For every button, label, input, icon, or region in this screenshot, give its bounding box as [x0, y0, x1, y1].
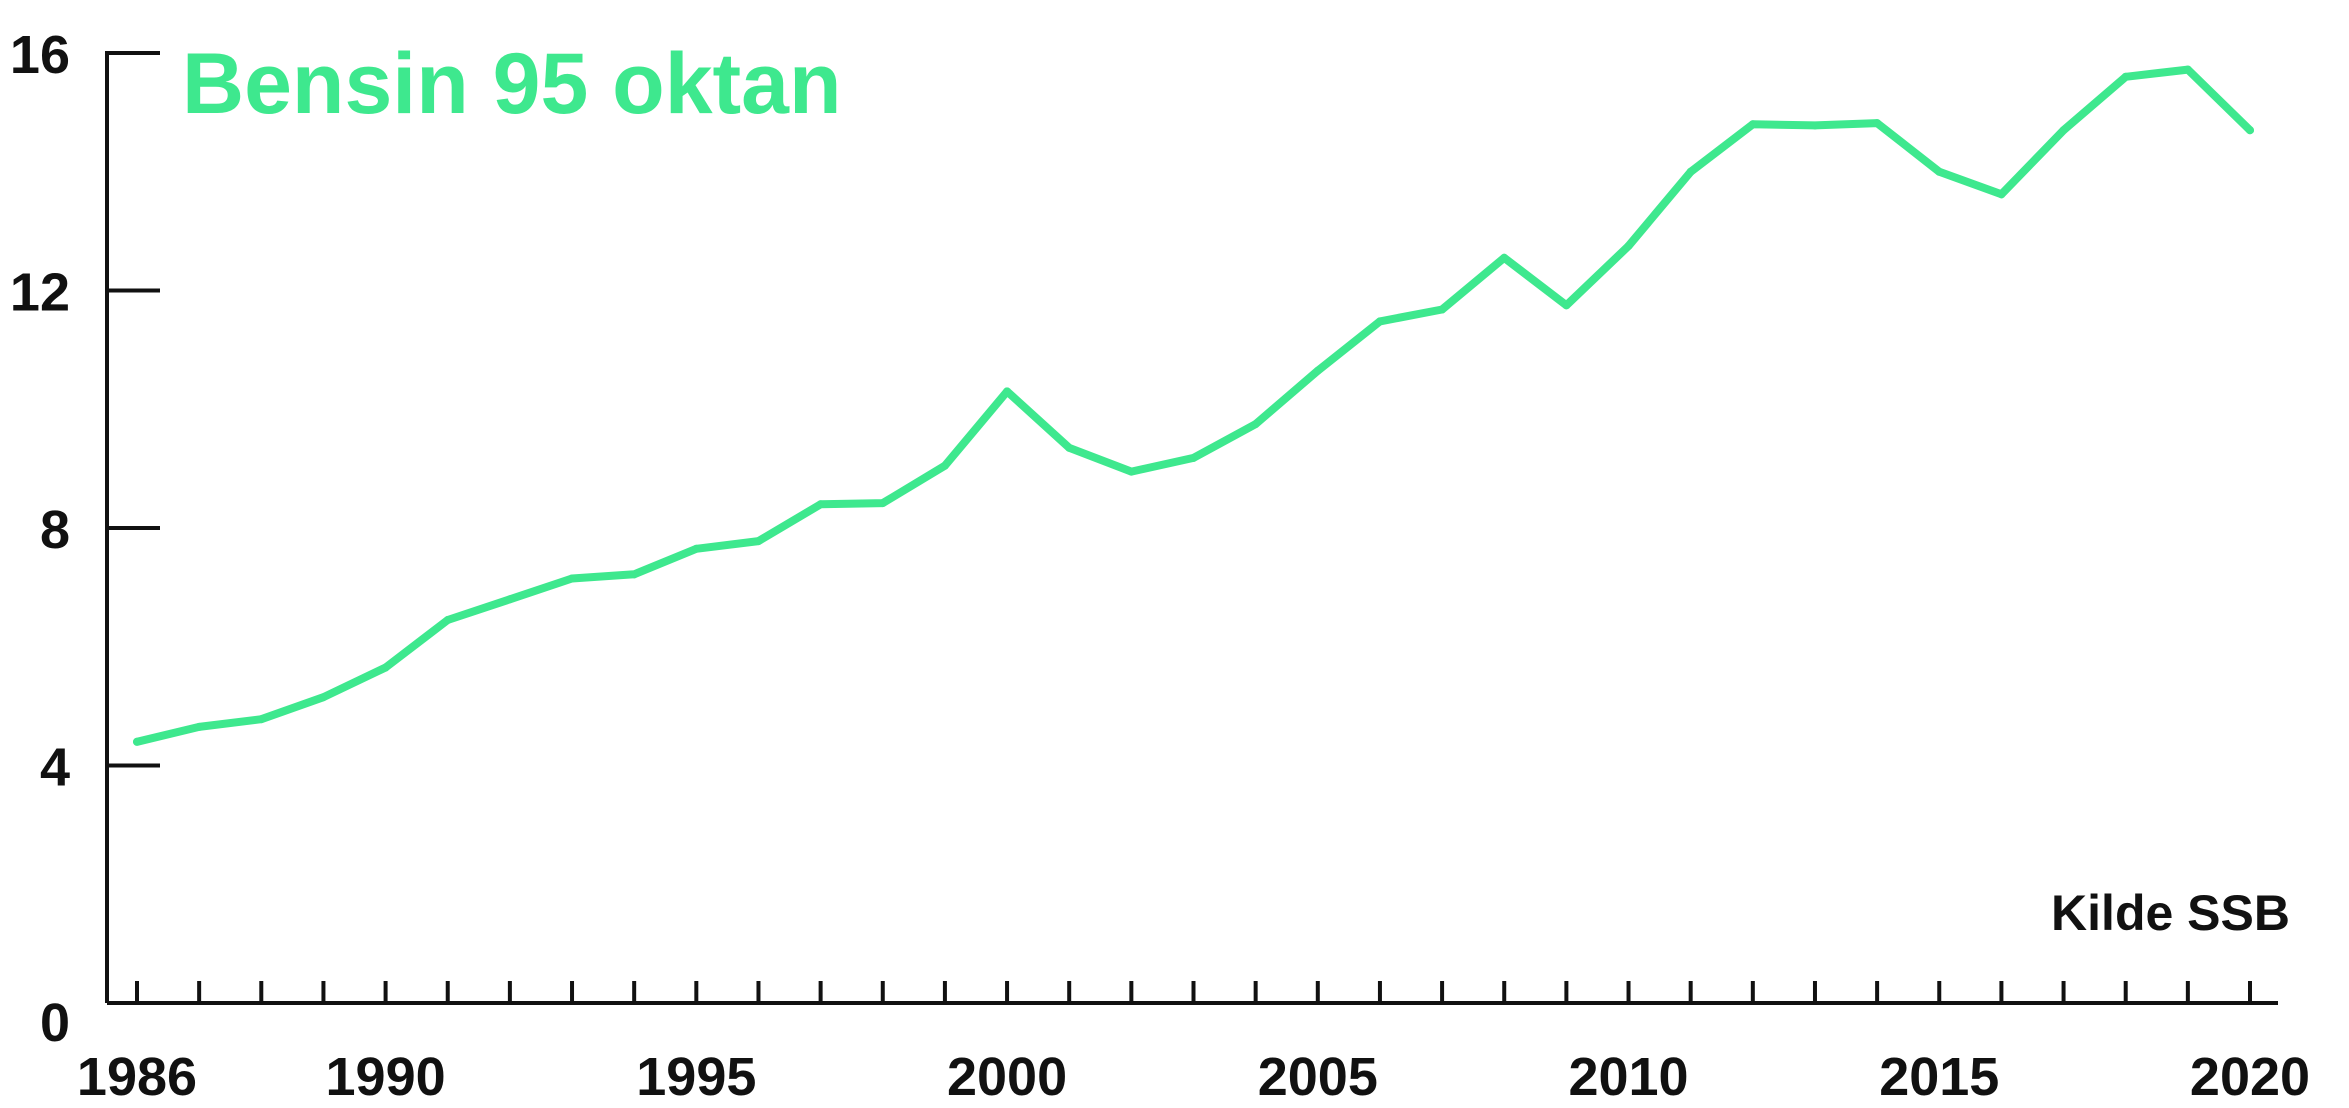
data-point — [257, 715, 266, 724]
data-point — [630, 570, 639, 579]
data-point — [1127, 467, 1136, 476]
data-point — [1810, 121, 1819, 130]
data-point — [2246, 126, 2254, 135]
data-point — [1748, 120, 1757, 129]
x-tick-label: 2020 — [2190, 1047, 2310, 1107]
x-tick-label: 2010 — [1568, 1047, 1688, 1107]
data-point — [940, 461, 949, 470]
data-point — [754, 537, 763, 546]
data-point — [1500, 253, 1509, 262]
y-tick-label: 12 — [10, 263, 70, 323]
series-layer — [133, 65, 2254, 746]
y-axis: 0 4 8 12 16 — [10, 25, 160, 1053]
chart-title: Bensin 95 oktan — [182, 36, 842, 132]
data-point — [1065, 443, 1074, 452]
data-point — [443, 616, 452, 625]
data-point — [2059, 126, 2068, 135]
data-point — [1997, 190, 2006, 199]
x-tick-label: 2000 — [947, 1047, 1067, 1107]
data-point — [1003, 387, 1012, 396]
y-tick-label: 8 — [40, 500, 70, 560]
y-tick-label: 4 — [40, 738, 70, 798]
data-point — [1562, 301, 1571, 310]
x-tick-label: 1995 — [636, 1047, 756, 1107]
x-tick-label: 2015 — [1879, 1047, 1999, 1107]
data-point — [878, 499, 887, 508]
y-tick-label: 0 — [40, 993, 70, 1053]
y-tick-label: 16 — [10, 25, 70, 85]
data-point — [692, 544, 701, 553]
x-axis: 1986 1990 1995 2000 2005 2010 2015 2020 — [77, 981, 2310, 1107]
data-point — [1375, 317, 1384, 326]
data-point — [568, 574, 577, 583]
data-point — [1313, 366, 1322, 375]
data-point — [1686, 167, 1695, 176]
data-point — [1873, 119, 1882, 128]
data-point — [2183, 65, 2192, 74]
data-point — [816, 500, 825, 509]
data-point — [1935, 167, 1944, 176]
data-point — [381, 663, 390, 672]
x-tick-label: 1990 — [326, 1047, 446, 1107]
data-point — [133, 737, 141, 746]
x-tick-label: 1986 — [77, 1047, 197, 1107]
series-line — [133, 65, 2254, 746]
data-point — [195, 722, 204, 731]
data-point — [1624, 241, 1633, 250]
source-label: Kilde SSB — [2051, 885, 2290, 941]
data-point — [2121, 72, 2130, 81]
data-point — [319, 693, 328, 702]
data-point — [1438, 305, 1447, 314]
data-point — [1251, 420, 1260, 429]
data-point — [1189, 453, 1198, 462]
x-tick-label: 2005 — [1258, 1047, 1378, 1107]
data-point — [505, 595, 514, 604]
